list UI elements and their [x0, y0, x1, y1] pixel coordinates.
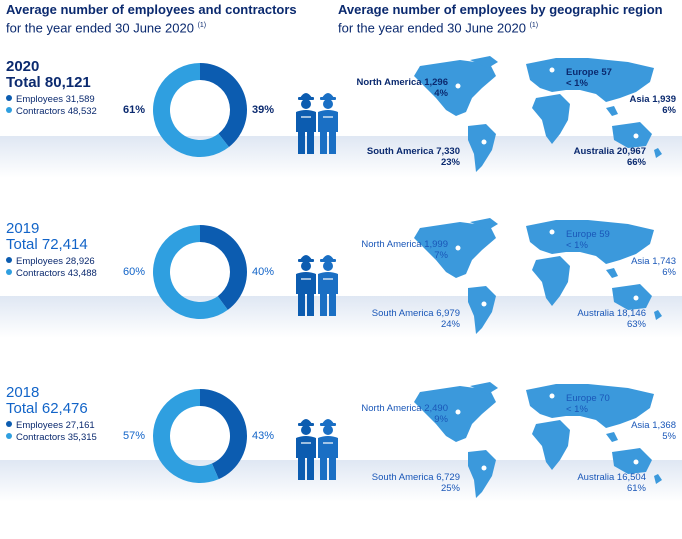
- floor-band: [0, 136, 682, 178]
- floor-band: [0, 460, 682, 502]
- workers-icon: [296, 93, 338, 154]
- region-marker: [455, 409, 461, 415]
- region-marker: [549, 393, 555, 399]
- region-marker: [481, 301, 487, 307]
- right-header-subtitle: for the year ended 30 June 2020 (1): [338, 20, 539, 36]
- section-2019: 2019 Total 72,414 Employees 28,926 Contr…: [0, 212, 682, 362]
- region-marker: [633, 133, 639, 139]
- donut-chart: [152, 63, 247, 157]
- region-north-america: North America 2,490 9%: [361, 403, 448, 425]
- left-header-subtitle: for the year ended 30 June 2020 (1): [6, 20, 207, 36]
- employees-pct: 39%: [252, 104, 275, 116]
- region-australia: Australia 16,504 61%: [577, 472, 646, 494]
- region-marker: [615, 427, 621, 433]
- donut-slice-employees: [200, 225, 247, 310]
- section-2020: 2020 Total 80,121 Employees 31,589 Contr…: [0, 50, 682, 200]
- region-south-america: South America 7,330 23%: [366, 146, 460, 168]
- worker-figure: [318, 419, 338, 480]
- contractors-pct: 60%: [123, 266, 146, 278]
- contractors-pct: 61%: [123, 104, 146, 116]
- region-marker: [455, 245, 461, 251]
- workers-icon: [296, 419, 338, 480]
- region-australia: Australia 20,967 66%: [573, 146, 646, 168]
- total-label: Total 72,414: [6, 236, 88, 253]
- region-asia: Asia 1,939 6%: [629, 94, 676, 116]
- legend-contractors: Contractors 43,488: [6, 268, 97, 279]
- continents: [414, 218, 662, 334]
- continents: [414, 56, 662, 172]
- legend-employees: Employees 28,926: [6, 256, 95, 267]
- donut-slice-contractors: [152, 389, 219, 483]
- region-australia: Australia 18,146 63%: [577, 308, 646, 330]
- donut-slice-contractors: [153, 225, 228, 319]
- left-header-title: Average number of employees and contract…: [6, 2, 297, 17]
- region-marker: [455, 83, 461, 89]
- legend-contractors: Contractors 48,532: [6, 106, 97, 117]
- floor-band: [0, 296, 682, 338]
- region-marker: [615, 263, 621, 269]
- legend-employees: Employees 27,161: [6, 420, 95, 431]
- employees-pct: 40%: [252, 266, 275, 278]
- region-marker: [481, 465, 487, 471]
- region-marker: [549, 67, 555, 73]
- workers-icon: [296, 255, 338, 316]
- employees-pct: 43%: [252, 430, 275, 442]
- region-south-america: South America 6,729 25%: [371, 472, 460, 494]
- world-map: [414, 56, 662, 172]
- world-map: [414, 218, 662, 334]
- region-asia: Asia 1,743 6%: [631, 256, 676, 278]
- region-europe: Europe 57 < 1%: [566, 67, 612, 89]
- worker-figure: [318, 255, 338, 316]
- region-asia: Asia 1,368 5%: [631, 420, 676, 442]
- legend-employees: Employees 31,589: [6, 94, 95, 105]
- legend-contractors: Contractors 35,315: [6, 432, 97, 443]
- region-marker: [633, 459, 639, 465]
- worker-figure: [296, 255, 316, 316]
- continents: [414, 382, 662, 498]
- region-europe: Europe 70 < 1%: [566, 393, 610, 415]
- world-map: [414, 382, 662, 498]
- region-marker: [549, 229, 555, 235]
- year-label: 2020: [6, 58, 40, 75]
- region-marker: [481, 139, 487, 145]
- donut-chart: [153, 225, 247, 319]
- worker-figure: [296, 419, 316, 480]
- region-marker: [633, 295, 639, 301]
- donut-slice-employees: [200, 389, 247, 480]
- region-south-america: South America 6,979 24%: [371, 308, 460, 330]
- donut-slice-employees: [200, 63, 247, 148]
- donut-slice-contractors: [152, 63, 229, 157]
- right-header-title: Average number of employees by geographi…: [338, 2, 663, 17]
- region-marker: [615, 101, 621, 107]
- total-label: Total 80,121: [6, 74, 91, 91]
- section-2018: 2018 Total 62,476 Employees 27,161 Contr…: [0, 376, 682, 526]
- region-europe: Europe 59 < 1%: [566, 229, 610, 251]
- worker-figure: [318, 93, 338, 154]
- year-label: 2018: [6, 384, 40, 401]
- contractors-pct: 57%: [123, 430, 146, 442]
- right-header: Average number of employees by geographi…: [338, 2, 663, 36]
- worker-figure: [296, 93, 316, 154]
- region-north-america: North America 1,999 7%: [361, 239, 448, 261]
- region-north-america: North America 1,296 4%: [356, 77, 448, 99]
- total-label: Total 62,476: [6, 400, 88, 417]
- donut-chart: [152, 389, 247, 483]
- left-header: Average number of employees and contract…: [6, 2, 297, 36]
- year-label: 2019: [6, 220, 40, 237]
